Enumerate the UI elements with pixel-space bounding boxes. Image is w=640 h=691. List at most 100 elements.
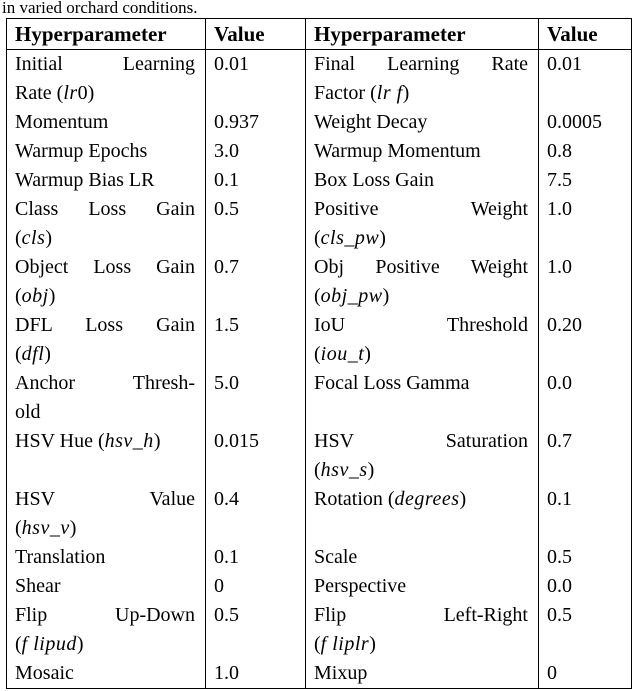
table-row: Mosaic 1.0 Mixup 0 [7,659,632,689]
table-row: Object Loss Gain (obj) 0.7 Obj Positive Wei… [7,253,632,311]
param-line: Initial Learning [15,53,195,75]
param-cell: Object Loss Gain (obj) [7,253,206,311]
value-cell: 0.5 [538,543,632,572]
param-line: HSV Saturation [314,430,528,452]
table-row: Translation 0.1 Scale 0.5 [7,543,632,572]
table-body: Initial Learning Rate (lr0) 0.01 Final Lear… [7,49,632,689]
param-line: IoU Threshold [314,314,528,336]
column-header-value-left: Value [205,18,306,50]
param-cell: Rotation (degrees) [305,485,539,543]
param-cell: Momentum [7,108,206,137]
param-cell: Mixup [305,659,539,689]
param-cell: Mosaic [7,659,206,689]
param-line: (hsv_s) [314,459,375,481]
param-line: Obj Positive Weight [314,256,528,278]
header-row: Hyperparameter Value Hyperparameter Valu… [6,18,632,50]
param-line: Mixup [314,662,368,684]
value-cell: 0.1 [538,485,632,543]
table-row: HSV Hue (hsv_h) 0.015 HSV Saturation (hsv_s… [7,427,632,485]
param-cell: HSV Saturation (hsv_s) [305,427,539,485]
param-cell: Anchor Thresh-old [7,369,206,427]
value-cell: 0.4 [205,485,306,543]
param-cell: Flip Up-Down (f lipud) [7,601,206,659]
param-line: Weight Decay [314,111,428,133]
param-cell: Box Loss Gain [305,166,539,195]
column-header-value-right: Value [538,18,632,50]
table-header: Hyperparameter Value Hyperparameter Valu… [6,18,632,50]
param-line: HSV Value [15,488,195,510]
value-cell: 0.01 [205,49,306,108]
param-cell: Warmup Bias LR [7,166,206,195]
param-line: (f liplr) [314,633,376,655]
column-header-hyperparameter-right: Hyperparameter [305,18,539,50]
value-text: 0.0005 [547,111,602,133]
param-cell: Obj Positive Weight (obj_pw) [305,253,539,311]
param-cell: HSV Hue (hsv_h) [7,427,206,485]
param-line: Momentum [15,111,109,133]
value-cell: 1.0 [538,253,632,311]
param-cell: Translation [7,543,206,572]
param-cell: Shear [7,572,206,601]
value-cell: 0.5 [205,195,306,253]
value-text: 0.1 [214,169,239,191]
value-text: 0 [214,575,224,597]
table-row: Momentum 0.937 Weight Decay 0.0005 [7,108,632,137]
param-line: (cls) [15,227,53,249]
param-line: (cls_pw) [314,227,386,249]
param-cell: Warmup Momentum [305,137,539,166]
param-cell: DFL Loss Gain (dfl) [7,311,206,369]
param-line: Flip Left-Right [314,604,528,626]
value-text: 0.7 [547,430,572,452]
value-text: 0.01 [547,53,582,75]
value-cell: 0.8 [538,137,632,166]
value-text: 0.8 [547,140,572,162]
value-cell: 0.0005 [538,108,632,137]
value-cell: 1.0 [538,195,632,253]
table-row: Class Loss Gain (cls) 0.5 Positive Weight (c… [7,195,632,253]
value-cell: 0.1 [205,543,306,572]
value-cell: 5.0 [205,369,306,427]
param-line: Object Loss Gain [15,256,195,278]
param-line: (obj_pw) [314,285,390,307]
value-cell: 0.20 [538,311,632,369]
param-line: (f lipud) [15,633,84,655]
value-cell: 0.5 [205,601,306,659]
value-text: 0 [547,662,557,684]
table-row: Flip Up-Down (f lipud) 0.5 Flip Left-Right (… [7,601,632,659]
value-cell: 0.1 [205,166,306,195]
param-cell: IoU Threshold (iou_t) [305,311,539,369]
table-caption-fragment: in varied orchard conditions. [2,0,198,17]
param-cell: Scale [305,543,539,572]
value-cell: 0.0 [538,369,632,427]
param-cell: Initial Learning Rate (lr0) [7,50,206,109]
value-cell: 7.5 [538,166,632,195]
value-cell: 0.0 [538,572,632,601]
param-line: Focal Loss Gamma [314,372,470,394]
param-line: Flip Up-Down [15,604,195,626]
param-cell: Positive Weight (cls_pw) [305,195,539,253]
value-text: 5.0 [214,372,239,394]
value-text: 0.20 [547,314,582,336]
value-cell: 0.01 [538,49,632,108]
param-cell: Perspective [305,572,539,601]
value-text: 0.0 [547,372,572,394]
param-cell: Focal Loss Gamma [305,369,539,427]
param-cell: Warmup Epochs [7,137,206,166]
value-text: 1.0 [214,662,239,684]
param-line: Positive Weight [314,198,528,220]
param-line: Rotation (degrees) [314,488,467,510]
param-line: (obj) [15,285,56,307]
value-text: 7.5 [547,169,572,191]
value-text: 1.0 [547,256,572,278]
param-cell: HSV Value (hsv_v) [7,485,206,543]
value-text: 3.0 [214,140,239,162]
param-line: (dfl) [15,343,51,365]
value-cell: 0.7 [538,427,632,485]
table-row: Warmup Bias LR 0.1 Box Loss Gain 7.5 [7,166,632,195]
value-cell: 0 [205,572,306,601]
param-line: Factor (lr f) [314,82,410,104]
param-cell: Class Loss Gain (cls) [7,195,206,253]
value-cell: 0.5 [538,601,632,659]
value-text: 0.5 [547,604,572,626]
value-cell: 0.937 [205,108,306,137]
